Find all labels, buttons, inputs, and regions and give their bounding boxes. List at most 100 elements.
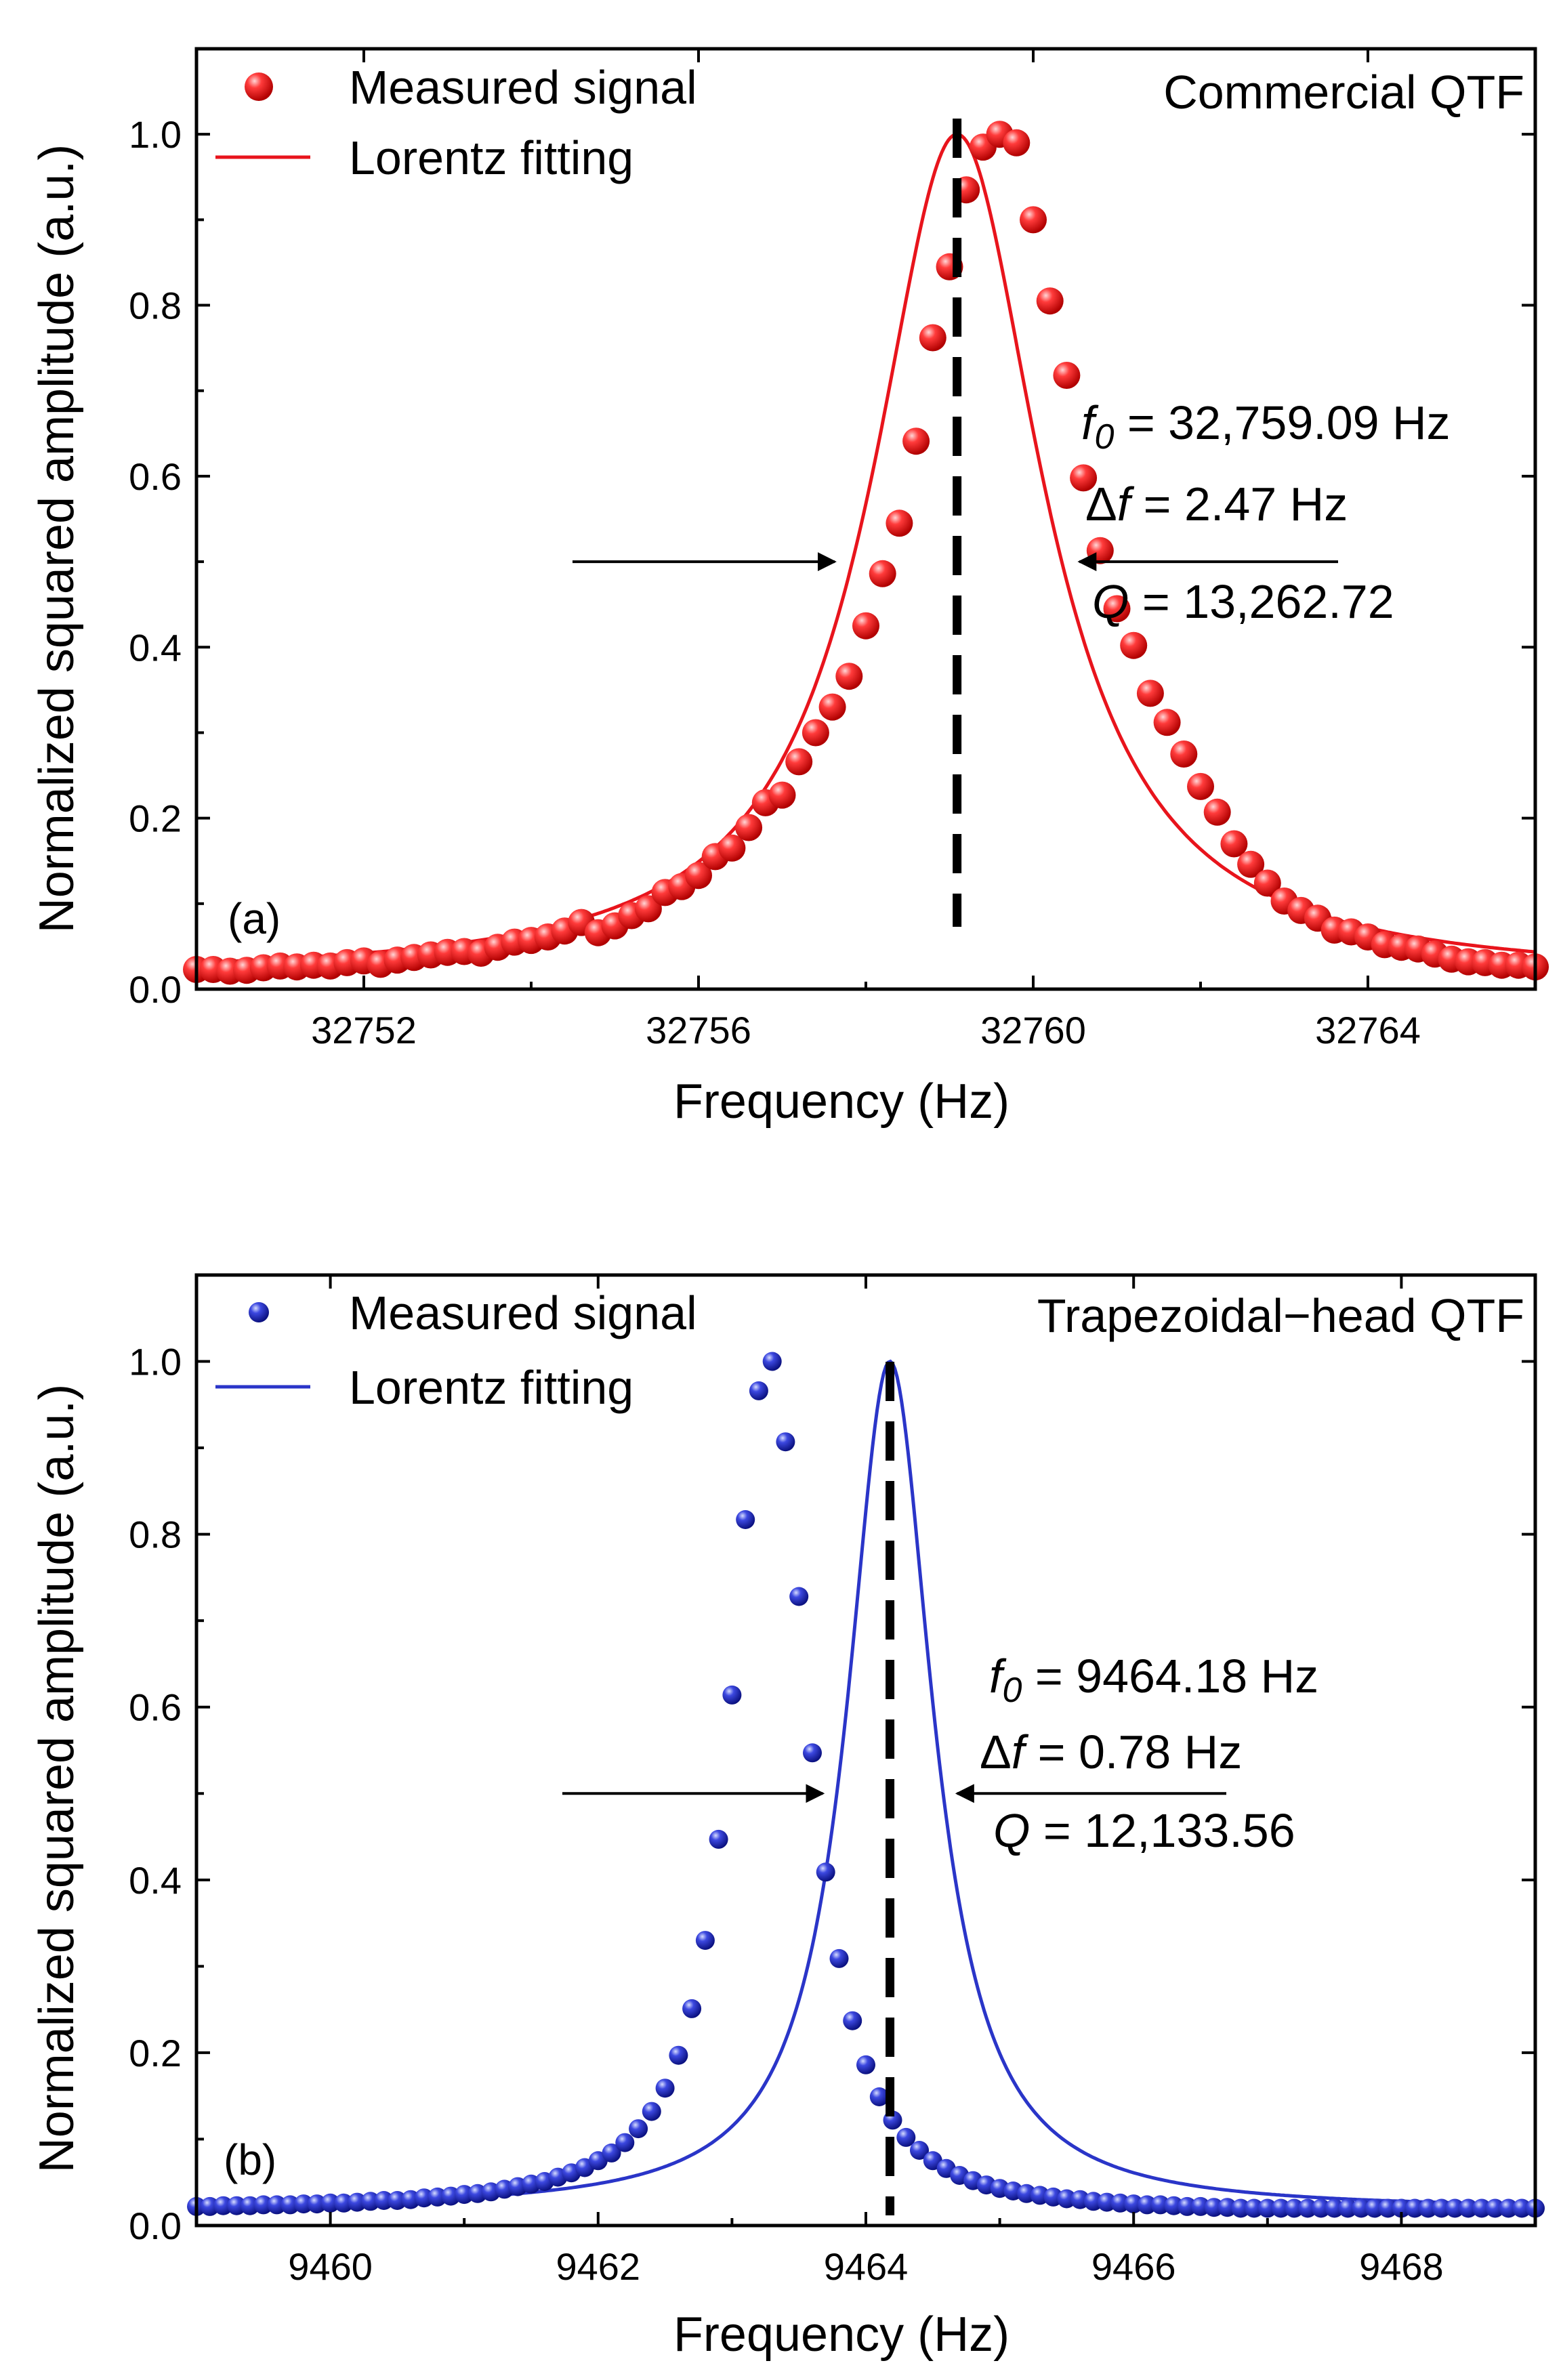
panel-b-y-tick-label: 0.0 [129, 2205, 182, 2247]
panel-b-data-point [1472, 2198, 1491, 2218]
panel-b-data-point [1257, 2198, 1277, 2218]
panel-a-axes: 32752 32756 32760 32764 0.0 0.2 0.4 0.6 0.8 1.0 [129, 47, 1537, 1051]
panel-b-data-point [1083, 2192, 1103, 2211]
panel-a-data-point [802, 719, 829, 747]
panel-a-legend-marker-measured [245, 72, 273, 101]
panel-a-y-tick-label: 0.8 [129, 285, 182, 327]
panel-b-data-point [1110, 2193, 1130, 2213]
panel-a-annot-df-value: = 2.47 Hz [1130, 478, 1348, 530]
panel-a-legend-label-fit: Lorentz fitting [349, 131, 633, 184]
panel-a-data-point [886, 509, 913, 537]
panel-b-data-point [294, 2194, 314, 2214]
panel-b-y-axis-title: Normalized squared amplitude (a.u.) [30, 1384, 84, 2173]
panel-a-data-point [869, 560, 896, 587]
panel-a-data-point [919, 324, 946, 352]
panel-b-data-point [776, 1432, 795, 1452]
panel-b-data-point [1418, 2198, 1438, 2218]
panel-a-data-point [818, 693, 846, 721]
panel-b-data-point [1057, 2189, 1077, 2209]
panel-b-annot-df-delta: Δ [980, 1726, 1012, 1778]
panel-a-data-point [1136, 680, 1164, 707]
panel-a-annotation: f0 = 32,759.09 Hz Δf = 2.47 Hz Q = 13,26… [1081, 396, 1451, 628]
panel-b-data-point [1405, 2198, 1425, 2218]
panel-a-x-tick-label: 32760 [980, 1009, 1086, 1051]
panel-a-data-point [1237, 850, 1265, 878]
panel-b-data-point [1298, 2198, 1318, 2218]
panel-a-label: (a) [228, 894, 280, 943]
panel-b-data-point [213, 2196, 233, 2215]
panel-b-data-point [615, 2133, 635, 2152]
panel-b-data-point [227, 2196, 247, 2215]
panel-a-annot-df: Δf = 2.47 Hz [1085, 478, 1348, 530]
panel-b-data-point [896, 2127, 916, 2147]
panel-a-data-point [1203, 798, 1231, 826]
panel-b-axes: 9460 9462 9464 9466 9468 0.0 0.2 0.4 0.6 0.8 1.0 [129, 1273, 1537, 2288]
panel-a-data-point [735, 814, 763, 841]
panel-b-y-tick-label: 1.0 [129, 1341, 182, 1383]
panel-b-data-point [910, 2141, 929, 2160]
panel-b-data-point [629, 2119, 648, 2139]
panel-b-data-point [1191, 2196, 1210, 2216]
panel-b-data-point [1445, 2198, 1465, 2218]
panel-a-y-tick-label: 0.2 [129, 797, 182, 840]
panel-a-data-point [835, 663, 863, 690]
panel-b-data-point [682, 1999, 702, 2018]
panel-b-y-tick-label: 0.6 [129, 1686, 182, 1729]
panel-b-data-point [374, 2191, 394, 2210]
panel-a-data-point [852, 612, 879, 640]
panel-a-x-tick-label: 32764 [1315, 1009, 1421, 1051]
panel-b-data-point [1178, 2196, 1197, 2216]
panel-b-data-point [816, 1862, 835, 1882]
panel-a-data-point [1020, 206, 1047, 234]
panel-b-y-tick-label: 0.4 [129, 1859, 182, 1902]
panel-b-data-point [829, 1948, 849, 1968]
panel-b-annot-q-sym: Q [993, 1804, 1030, 1857]
panel-b-data-point [803, 1743, 822, 1763]
panel-b-annot-q: Q = 12,133.56 [993, 1804, 1295, 1857]
panel-a-annot-q-sym: Q [1092, 575, 1129, 628]
panel-b-data-point [856, 2055, 875, 2074]
panel-a-data-point [1086, 537, 1114, 564]
panel-b-data-point [789, 1587, 809, 1606]
panel-b-data-point [762, 1352, 782, 1371]
panel-a-data-point [1187, 772, 1214, 800]
panel-a-y-tick-label: 0.4 [129, 626, 182, 669]
panel-b-label: (b) [224, 2135, 276, 2184]
panel-b-annot-f0-value: = 9464.18 Hz [1022, 1650, 1318, 1703]
panel-b-data-point [280, 2195, 300, 2215]
panel-b-data-point [1138, 2195, 1157, 2215]
panel-a-data-point [1220, 830, 1248, 858]
panel-a-title: Commercial QTF [1163, 66, 1524, 119]
panel-b-legend: Measured signal Lorentz fitting [215, 1287, 697, 1414]
panel-a-data-point [1103, 595, 1131, 623]
panel-a-data-point [1153, 709, 1181, 736]
panel-b-data-point [709, 1829, 728, 1849]
panel-b-x-axis-title: Frequency (Hz) [673, 2308, 1010, 2362]
panel-b: 9460 9462 9464 9466 9468 0.0 0.2 0.4 0.6 0.8 1.0 F… [30, 1273, 1545, 2362]
panel-b-data-point [1325, 2198, 1344, 2218]
panel-b-data-point [1365, 2198, 1384, 2218]
panel-b-annot-df: Δf = 0.78 Hz [980, 1726, 1242, 1778]
panel-b-data-point [1485, 2198, 1505, 2218]
panel-b-data-point [722, 1685, 742, 1705]
panel-a-data-point [785, 748, 813, 776]
panel-b-data-point [1459, 2198, 1478, 2218]
panel-b-data-point [602, 2143, 621, 2163]
panel-b-data-point [307, 2194, 327, 2214]
panel-b-data-point [348, 2192, 367, 2212]
panel-a-annot-f0-value: = 32,759.09 Hz [1114, 396, 1450, 449]
panel-b-y-tick-label: 0.2 [129, 2032, 182, 2074]
panel-a-data-point [1120, 631, 1148, 659]
panel-b-data-point [1150, 2195, 1170, 2215]
panel-a-y-tick-label: 0.0 [129, 968, 182, 1011]
panel-a-y-tick-label: 1.0 [129, 113, 182, 156]
panel-b-data-point [388, 2191, 407, 2210]
panel-b-data-point [414, 2188, 434, 2208]
panel-a-plot-area [183, 119, 1549, 985]
panel-b-data-point [736, 1510, 755, 1529]
panel-a-annot-q-value: = 13,262.72 [1129, 575, 1394, 628]
panel-b-annotation: f0 = 9464.18 Hz Δf = 0.78 Hz Q = 12,133.… [980, 1650, 1318, 1857]
panel-b-legend-label-measured: Measured signal [349, 1287, 697, 1339]
panel-b-data-point [1204, 2198, 1224, 2217]
